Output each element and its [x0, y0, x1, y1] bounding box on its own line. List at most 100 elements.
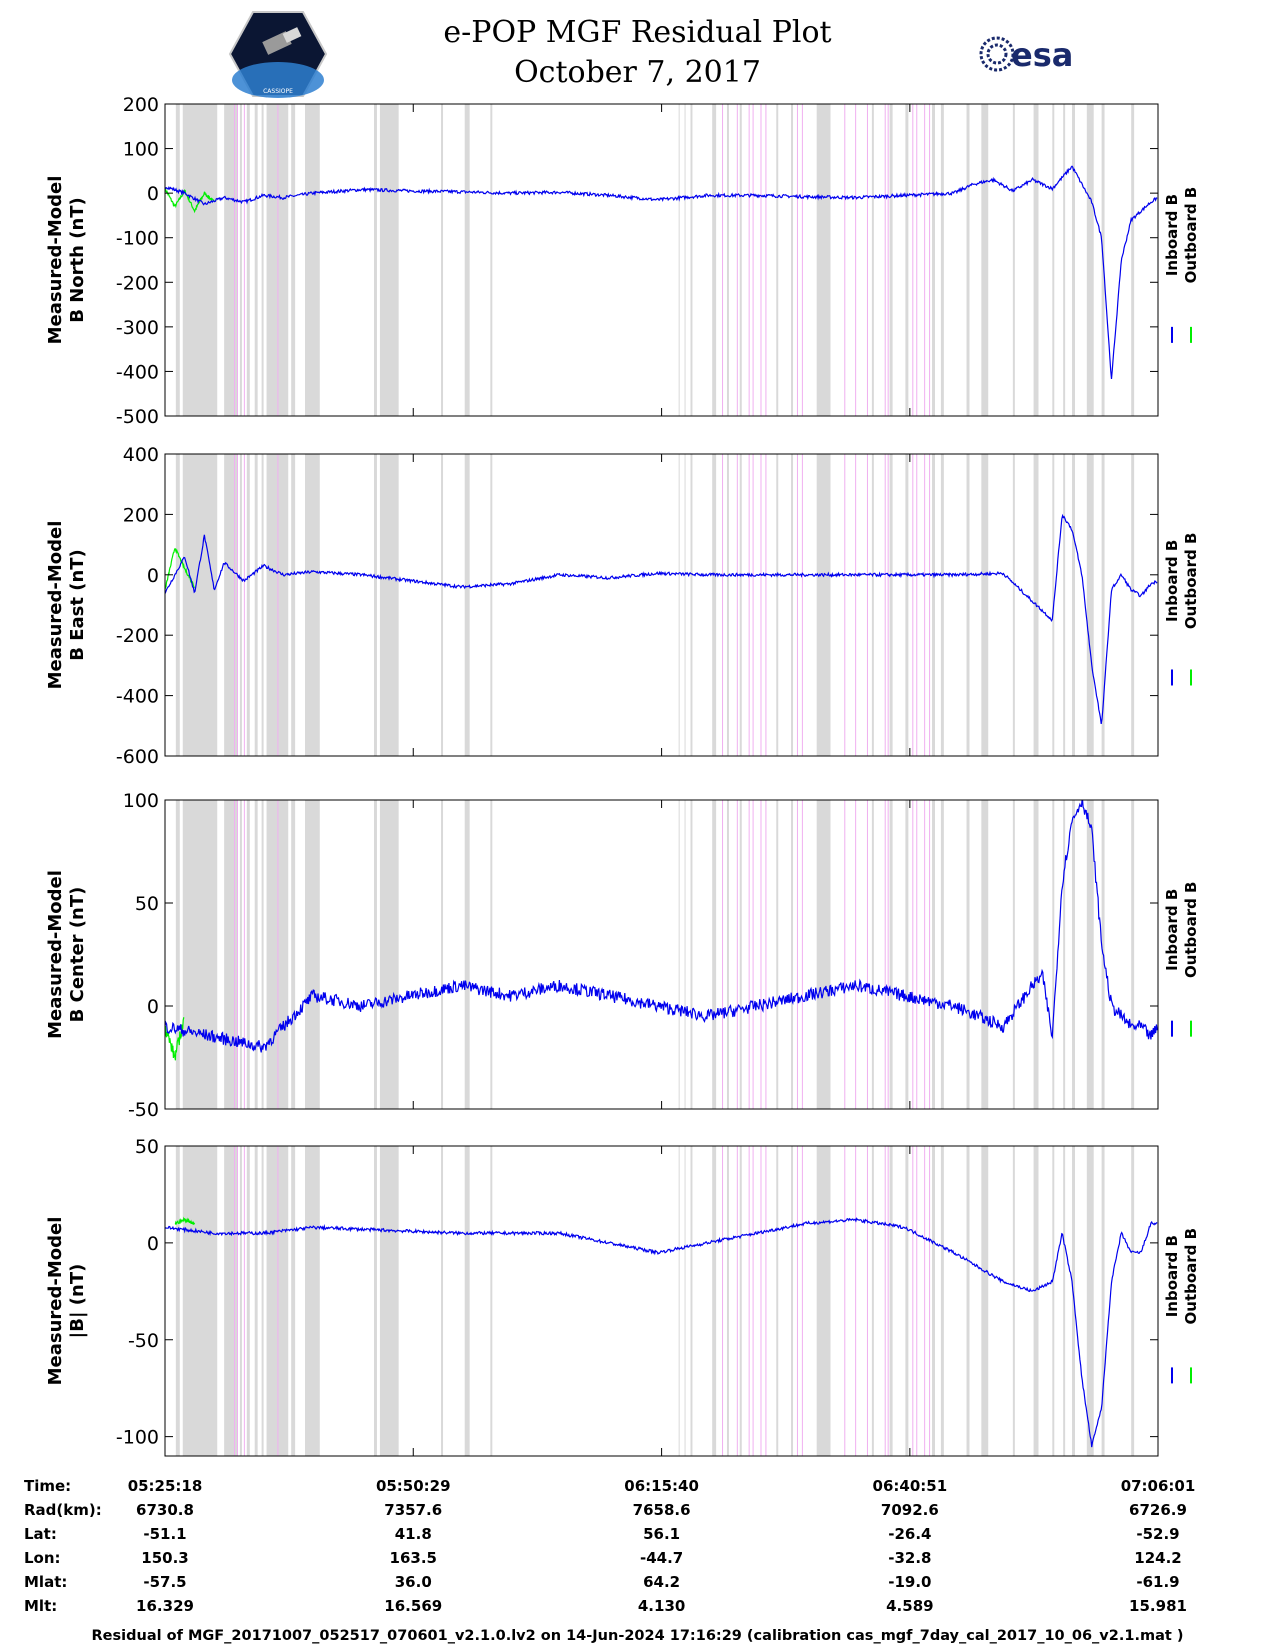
cassiope-logo: CASSIOPE — [228, 11, 328, 98]
info-value: 05:50:29 — [375, 1477, 451, 1495]
eclipse-band — [760, 1146, 762, 1456]
data-gap-band — [1052, 800, 1055, 1109]
data-gap-band — [1131, 1146, 1135, 1456]
info-value: 64.2 — [643, 1573, 681, 1591]
data-gap-band — [175, 104, 180, 416]
data-gap-band — [726, 454, 729, 756]
eclipse-band — [844, 454, 846, 756]
data-gap-band — [816, 104, 831, 416]
info-value: 163.5 — [389, 1549, 437, 1567]
eclipse-band — [736, 454, 738, 756]
data-gap-band — [379, 104, 399, 416]
data-gap-band — [905, 104, 909, 416]
eclipse-band — [748, 104, 750, 416]
data-gap-band — [684, 454, 686, 756]
info-value: -26.4 — [888, 1525, 932, 1543]
data-gap-band — [224, 454, 238, 756]
data-gap-band — [981, 104, 989, 416]
eclipse-band — [760, 800, 762, 1109]
eclipse-band — [801, 454, 803, 756]
y-tick-label: -50 — [128, 1330, 159, 1352]
data-gap-band — [932, 1146, 935, 1456]
eclipse-band — [736, 104, 738, 416]
data-gap-band — [441, 104, 444, 416]
info-value: -32.8 — [888, 1549, 932, 1567]
data-gap-band — [1072, 454, 1075, 756]
eclipse-band — [887, 454, 889, 756]
data-gap-band — [966, 454, 970, 756]
data-gap-band — [1063, 1146, 1066, 1456]
eclipse-band — [866, 800, 868, 1109]
cassiope-logo-text: CASSIOPE — [263, 88, 293, 95]
y-axis-label: Measured-Model — [45, 870, 66, 1039]
info-value: -57.5 — [143, 1573, 187, 1591]
y-axis-label: Measured-Model — [45, 521, 66, 690]
y-tick-label: 0 — [147, 183, 159, 205]
eclipse-band — [884, 104, 886, 416]
info-row-label: Lon: — [24, 1549, 61, 1567]
data-gap-band — [374, 104, 377, 416]
data-gap-band — [239, 800, 242, 1109]
data-gap-band — [1033, 104, 1039, 416]
y-axis-label: B Center (nT) — [67, 887, 88, 1023]
y-tick-label: -400 — [116, 361, 159, 383]
data-gap-band — [739, 454, 742, 756]
data-gap-band — [379, 1146, 399, 1456]
data-gap-band — [239, 454, 242, 756]
data-gap-band — [1086, 104, 1094, 416]
data-gap-band — [940, 1146, 944, 1456]
y-tick-label: -100 — [116, 1427, 159, 1449]
data-gap-band — [1131, 800, 1135, 1109]
y-tick-label: 50 — [135, 1136, 159, 1158]
info-value: 05:25:18 — [127, 1477, 203, 1495]
data-gap-band — [776, 454, 779, 756]
eclipse-band — [801, 104, 803, 416]
eclipse-band — [752, 454, 754, 756]
data-gap-band — [1052, 104, 1055, 416]
eclipse-band — [887, 1146, 889, 1456]
plot-date: October 7, 2017 — [514, 55, 761, 90]
outboard-series-line — [165, 1016, 185, 1061]
y-tick-label: 0 — [147, 565, 159, 587]
y-tick-label: -600 — [116, 746, 159, 768]
eclipse-band — [855, 800, 857, 1109]
data-gap-band — [291, 1146, 296, 1456]
data-gap-band — [678, 104, 680, 416]
data-gap-band — [175, 454, 180, 756]
info-value: 6730.8 — [136, 1501, 194, 1519]
data-gap-band — [291, 104, 296, 416]
data-gap-band — [291, 800, 296, 1109]
eclipse-band — [277, 800, 279, 1109]
data-gap-band — [1063, 104, 1066, 416]
data-gap-band — [932, 454, 935, 756]
outboard-series-line — [174, 1216, 196, 1226]
eclipse-band — [752, 104, 754, 416]
data-gap-band — [690, 454, 693, 756]
data-gap-band — [1086, 454, 1094, 756]
data-gap-band — [1072, 104, 1075, 416]
esa-logo-text: esa — [1011, 36, 1073, 74]
data-gap-band — [940, 454, 944, 756]
data-gap-band — [1072, 800, 1075, 1109]
data-gap-band — [712, 800, 717, 1109]
info-value: 15.981 — [1129, 1597, 1187, 1615]
y-axis-label: B North (nT) — [67, 197, 88, 323]
eclipse-band — [924, 104, 926, 416]
data-gap-band — [1012, 454, 1015, 756]
eclipse-band — [236, 104, 238, 416]
eclipse-band — [277, 1146, 279, 1456]
data-gap-band — [1086, 1146, 1094, 1456]
info-value: 41.8 — [394, 1525, 432, 1543]
eclipse-band — [866, 104, 868, 416]
info-row-label: Rad(km): — [24, 1501, 102, 1519]
info-row-label: Time: — [24, 1477, 72, 1495]
data-gap-band — [224, 104, 238, 416]
eclipse-band — [844, 1146, 846, 1456]
eclipse-band — [887, 104, 889, 416]
data-gap-band — [932, 104, 935, 416]
eclipse-band — [748, 1146, 750, 1456]
eclipse-band — [765, 1146, 767, 1456]
data-gap-band — [816, 454, 831, 756]
data-gap-band — [441, 1146, 444, 1456]
